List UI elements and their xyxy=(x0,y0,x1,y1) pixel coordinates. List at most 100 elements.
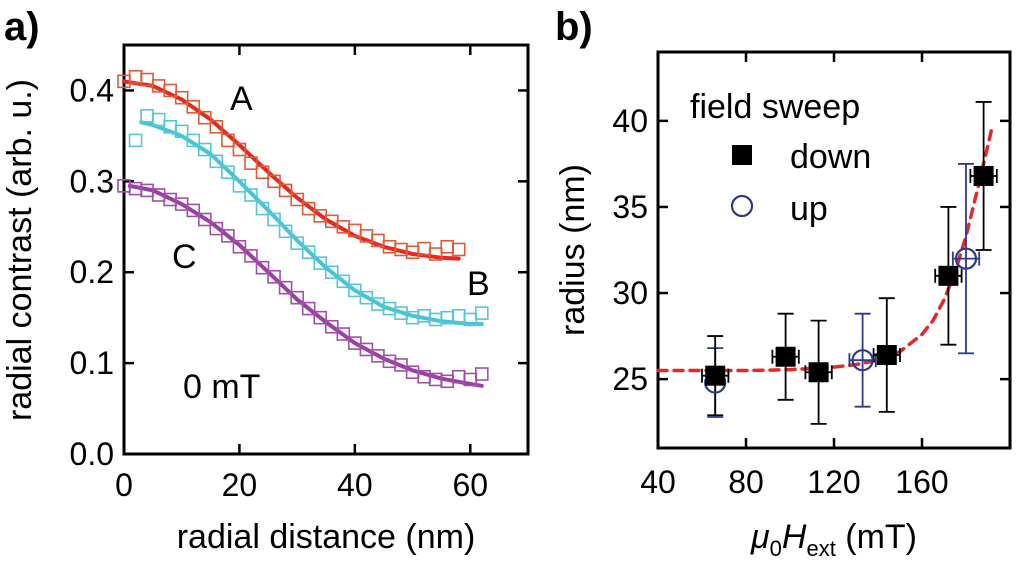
series-c-point xyxy=(198,212,212,227)
series-label-c: C xyxy=(172,238,197,276)
panel-b-fit xyxy=(656,124,995,373)
up-point-marker xyxy=(851,349,874,372)
series-b-point xyxy=(198,142,212,157)
series-a-point xyxy=(221,133,235,148)
series-c-point xyxy=(313,310,328,325)
series-c-point xyxy=(244,249,258,263)
series-b-point xyxy=(255,201,270,216)
y-tick-label: 25 xyxy=(612,361,648,397)
series-a-point xyxy=(267,174,281,189)
y-tick-label: 0.1 xyxy=(70,345,114,381)
series-a-point xyxy=(301,201,316,216)
down-point-marker xyxy=(876,345,897,366)
legend-down-marker xyxy=(732,145,752,165)
series-b-point xyxy=(336,274,351,289)
y-tick-label: 0.0 xyxy=(70,436,114,472)
legend: field sweep down up xyxy=(690,88,871,228)
series-c-fit-line xyxy=(127,183,484,388)
panel-b-points xyxy=(701,101,998,425)
series-b-point xyxy=(151,112,166,127)
x-tick-label: 60 xyxy=(452,467,488,503)
series-c-point xyxy=(394,358,408,372)
x-tick-label: 160 xyxy=(895,464,948,500)
up-point-marker xyxy=(954,247,978,270)
up-point-errorbar xyxy=(848,312,877,408)
series-c-point xyxy=(186,203,201,218)
legend-up-label: up xyxy=(790,190,828,228)
series-label-b: B xyxy=(467,265,490,303)
fit-curve xyxy=(656,124,995,373)
panel-b-plot: 40 80 120 160 25 30 35 40 field sweep down up xyxy=(612,50,1012,500)
series-a-point xyxy=(186,100,201,114)
series-b-point xyxy=(140,109,154,123)
series-c-point xyxy=(301,301,316,316)
series-b-point xyxy=(209,154,224,169)
panel-a-plot: 0 20 40 60 0.0 0.1 0.2 0.3 0.4 A B C 0 mT xyxy=(70,43,530,503)
series-a-point xyxy=(198,110,212,125)
series-b-point xyxy=(174,124,189,139)
down-point-marker xyxy=(938,265,959,286)
series-b-point xyxy=(324,265,339,280)
series-b-point xyxy=(451,309,466,323)
series-c-point xyxy=(475,367,489,381)
down-point-marker xyxy=(973,165,994,186)
series-c-point xyxy=(255,260,270,275)
y-tick-label: 0.2 xyxy=(70,254,114,290)
series-b-point xyxy=(278,224,293,239)
legend-up-marker xyxy=(730,194,754,218)
series-a-point xyxy=(244,156,258,170)
y-tick-label: 0.4 xyxy=(70,72,114,108)
series-b-point xyxy=(348,283,362,298)
legend-down-label: down xyxy=(790,138,871,176)
series-b-point xyxy=(313,256,328,270)
down-point-marker xyxy=(808,362,829,383)
y-tick-label: 40 xyxy=(612,103,648,139)
series-c-point xyxy=(267,269,281,284)
panel-b-ylabel: radius (nm) xyxy=(554,164,592,336)
panel-b-xlabel: μ0Hext (mT) xyxy=(750,518,917,561)
series-b-point xyxy=(244,188,258,202)
field-annotation: 0 mT xyxy=(183,368,260,406)
series-a-point xyxy=(290,192,304,207)
y-tick-label: 0.3 xyxy=(70,163,114,199)
series-b-point xyxy=(475,306,489,320)
series-c-point xyxy=(232,239,247,254)
series-a-point xyxy=(209,120,224,134)
panel-a-label: a) xyxy=(4,5,40,49)
up-point-errorbar xyxy=(951,163,981,355)
panel-b-ticks: 40 80 120 160 25 30 35 40 xyxy=(612,52,1010,500)
series-a-fit-line xyxy=(122,79,461,261)
series-c-point xyxy=(221,229,235,243)
legend-title: field sweep xyxy=(690,88,860,126)
series-a-point xyxy=(278,183,293,198)
x-tick-label: 120 xyxy=(807,464,860,500)
panel-a-fits xyxy=(122,79,484,388)
panel-a-ylabel: radial contrast (arb. u.) xyxy=(1,79,39,421)
down-point-marker xyxy=(705,365,726,386)
panel-a-xlabel: radial distance (nm) xyxy=(177,518,476,556)
series-a-point xyxy=(255,165,270,180)
series-a-point xyxy=(417,241,431,256)
series-c-point xyxy=(336,327,351,341)
series-b-point xyxy=(267,212,281,227)
series-b-point xyxy=(128,133,143,148)
series-c-point xyxy=(324,319,339,334)
series-a-point xyxy=(163,83,177,98)
series-label-a: A xyxy=(230,80,253,118)
x-tick-label: 40 xyxy=(640,464,676,500)
x-tick-label: 40 xyxy=(337,467,373,503)
panel-a-points xyxy=(117,70,489,389)
x-tick-label: 80 xyxy=(728,464,764,500)
series-b-fit-line xyxy=(139,120,484,326)
series-b-point xyxy=(290,236,304,250)
x-tick-label: 0 xyxy=(115,467,133,503)
y-tick-label: 35 xyxy=(612,189,648,225)
series-b-point xyxy=(301,245,316,260)
series-b-point xyxy=(221,165,235,180)
series-c-point xyxy=(209,221,224,236)
series-c-point xyxy=(278,280,293,295)
series-b-point xyxy=(186,133,201,148)
series-a-point xyxy=(451,242,466,257)
series-a-point xyxy=(174,90,189,105)
